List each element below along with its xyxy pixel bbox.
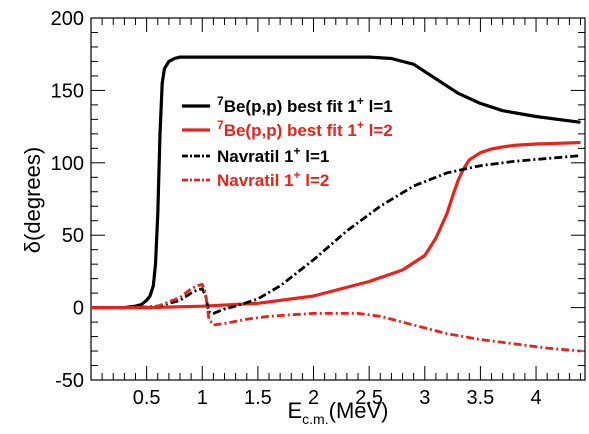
series-line-3 <box>91 154 581 315</box>
y-tick-label: 0 <box>73 298 84 320</box>
x-axis-title-subscript: c.m. <box>302 411 328 427</box>
x-tick-label: 3 <box>419 387 430 409</box>
x-tick-label: 1 <box>197 387 208 409</box>
legend-label-3: Navratil 1+ l=1 <box>217 144 329 166</box>
y-tick-label: 100 <box>51 153 84 175</box>
axis-ticks <box>91 17 585 381</box>
x-tick-label: 3.5 <box>467 387 495 409</box>
x-tick-label: 1.5 <box>244 387 272 409</box>
x-tick-label: 0.5 <box>133 387 161 409</box>
x-axis-title-main: E <box>287 398 302 423</box>
legend-label-4: Navratil 1+ l=2 <box>217 168 329 190</box>
series-line-2 <box>91 140 581 310</box>
axis-tick-labels: -50 0 50 100 150 200 0.5 1 1.5 2 2.5 3 3.5 4 <box>51 8 542 409</box>
legend-label-1: 7Be(p,p) best fit 1+ l=1 <box>217 94 393 116</box>
x-tick-label: 2.5 <box>355 387 383 409</box>
y-tick-label: 50 <box>62 225 84 247</box>
series-lines <box>91 55 581 353</box>
x-tick-label: 2 <box>308 387 319 409</box>
x-axis-title-unit: (MeV) <box>329 398 389 423</box>
y-tick-label: 150 <box>51 80 84 102</box>
y-axis-title: δ(degrees) <box>20 147 45 253</box>
series-line-1 <box>91 55 581 310</box>
x-axis-title: Ec.m.(MeV) <box>287 398 388 427</box>
x-tick-label: 4 <box>530 387 541 409</box>
plot-frame <box>90 17 586 381</box>
y-tick-label: -50 <box>55 370 84 392</box>
series-line-4 <box>91 283 581 353</box>
y-tick-label: 200 <box>51 8 84 30</box>
legend-label-2: 7Be(p,p) best fit 1+ l=2 <box>217 118 393 140</box>
